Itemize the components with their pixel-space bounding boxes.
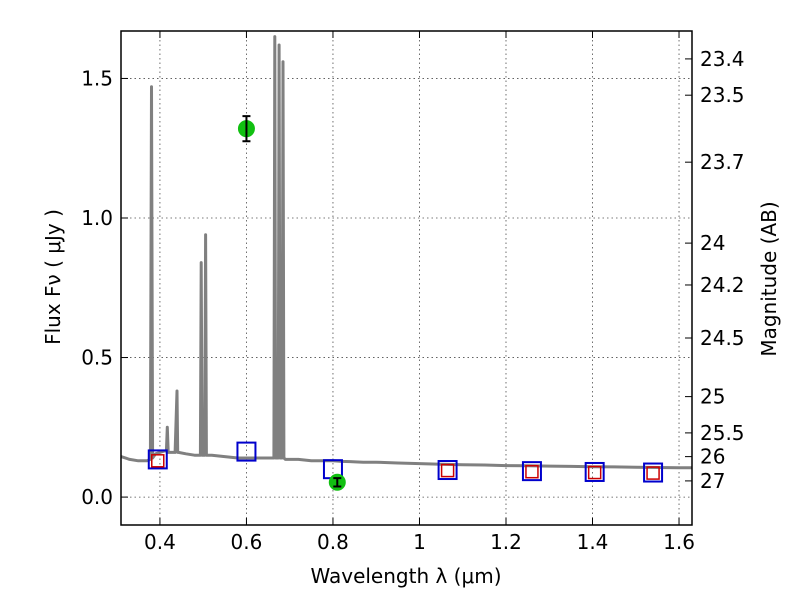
- x-axis-label: Wavelength λ (μm): [310, 564, 501, 588]
- y2-tick-label: 25: [700, 385, 725, 409]
- model-photometry-red-square: [440, 463, 455, 478]
- x-tick-label: 1.2: [490, 530, 522, 554]
- x-tick-label: 1: [413, 530, 426, 554]
- y-tick-label: 1.5: [81, 66, 113, 90]
- x-tick-label: 0.8: [317, 530, 349, 554]
- model-photometry-red-square: [646, 466, 660, 480]
- x-tick-label: 0.6: [231, 530, 263, 554]
- spectrum-layer: [120, 35, 692, 470]
- model-photometry-blue-square: [584, 461, 605, 482]
- model-photometry-blue-square: [437, 460, 458, 481]
- plot-frame: [120, 30, 693, 526]
- model-photometry-red-square: [151, 454, 165, 468]
- y2-tick-label: 24.5: [700, 326, 745, 350]
- y2-tick-label: 26: [700, 445, 725, 469]
- y2-axis-label: Magnitude (AB): [757, 201, 781, 356]
- model-photometry-blue-square: [643, 462, 664, 483]
- spectrum-line: [120, 35, 692, 470]
- x-tick-label: 1.6: [663, 530, 695, 554]
- y2-tick-label: 27: [700, 469, 725, 493]
- y-tick-label: 1.0: [81, 206, 113, 230]
- y2-tick-label: 25.5: [700, 421, 745, 445]
- grid: [121, 31, 692, 525]
- y2-tick-label: 24.2: [700, 273, 745, 297]
- model-photometry-blue-square: [236, 441, 257, 462]
- tick-layer: 0.4 0.6 0.8 1 1.2 1.4 1.6 0.0 0.5 1.0 1.5 23.4 23.5 2…: [81, 31, 745, 554]
- y2-tick-label: 24: [700, 231, 725, 255]
- y2-tick-label: 23.5: [700, 83, 745, 107]
- model-photometry-red-square: [587, 465, 602, 480]
- x-tick-label: 0.4: [144, 530, 176, 554]
- y2-tick-label: 23.7: [700, 150, 745, 174]
- y-axis-label: Flux Fν ( μJy ): [41, 209, 65, 345]
- model-photometry-blue-square: [147, 449, 168, 470]
- marker-layer: [147, 115, 664, 491]
- y-tick-label: 0.0: [81, 485, 113, 509]
- model-photometry-red-square: [525, 464, 539, 479]
- model-photometry-blue-square: [521, 461, 542, 482]
- y2-tick-label: 23.4: [700, 47, 745, 71]
- x-tick-label: 1.4: [577, 530, 609, 554]
- y-tick-label: 0.5: [81, 346, 113, 370]
